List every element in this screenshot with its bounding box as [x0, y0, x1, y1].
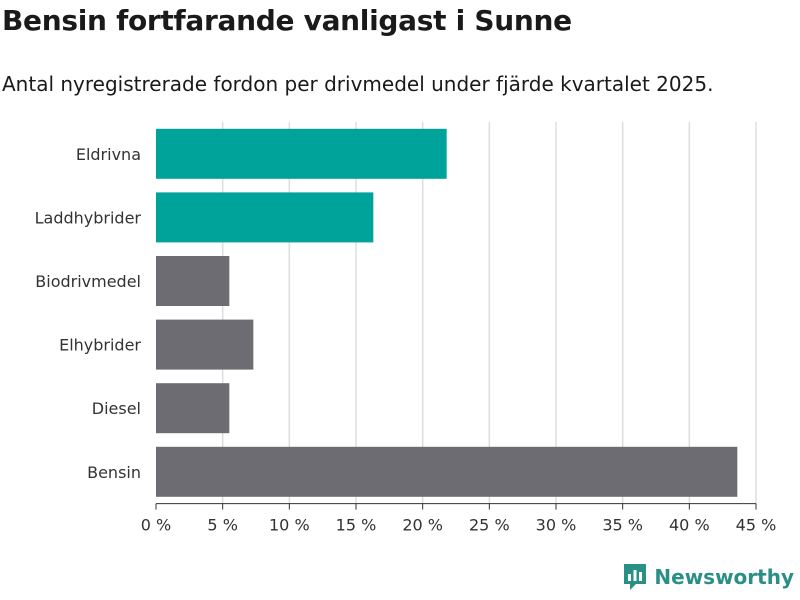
x-tick-label: 20 % [402, 516, 443, 535]
x-tick-label: 40 % [669, 516, 710, 535]
gridlines [221, 122, 757, 504]
x-tick-label: 15 % [336, 516, 377, 535]
bar-chart: 0 % 5 % 10 % 15 % 20 % 25 % 30 % 35 % 40 % 45 % E… [35, 122, 777, 535]
x-tick-label: 0 % [141, 516, 171, 535]
x-tick-label: 5 % [207, 516, 237, 535]
category-label: Biodrivmedel [35, 272, 141, 291]
category-label: Elhybrider [59, 336, 141, 355]
bar-elhybrider [156, 319, 254, 370]
category-label: Diesel [92, 399, 141, 418]
x-tick-label: 35 % [602, 516, 643, 535]
x-tick-label: 10 % [269, 516, 310, 535]
category-label: Bensin [87, 463, 141, 482]
category-label: Laddhybrider [35, 208, 142, 227]
x-axis: 0 % 5 % 10 % 15 % 20 % 25 % 30 % 35 % 40 % 45 % [141, 503, 777, 535]
x-tick-label: 30 % [536, 516, 577, 535]
bars [156, 128, 738, 497]
chart-subtitle: Antal nyregistrerade fordon per drivmede… [2, 72, 714, 96]
brand-name: Newsworthy [654, 565, 794, 589]
newsworthy-logo: Newsworthy [622, 562, 794, 592]
chart-title: Bensin fortfarande vanligast i Sunne [2, 4, 572, 37]
bar-eldrivna [156, 128, 447, 179]
category-labels: Eldrivna Laddhybrider Biodrivmedel Elhybrid… [35, 145, 142, 482]
bar-laddhybrider [156, 192, 374, 243]
bar-diesel [156, 383, 230, 434]
category-label: Eldrivna [76, 145, 141, 164]
x-tick-label: 45 % [736, 516, 777, 535]
newsworthy-icon [624, 564, 647, 590]
bar-biodrivmedel [156, 256, 230, 306]
x-tick-label: 25 % [469, 516, 510, 535]
bar-bensin [156, 446, 738, 497]
